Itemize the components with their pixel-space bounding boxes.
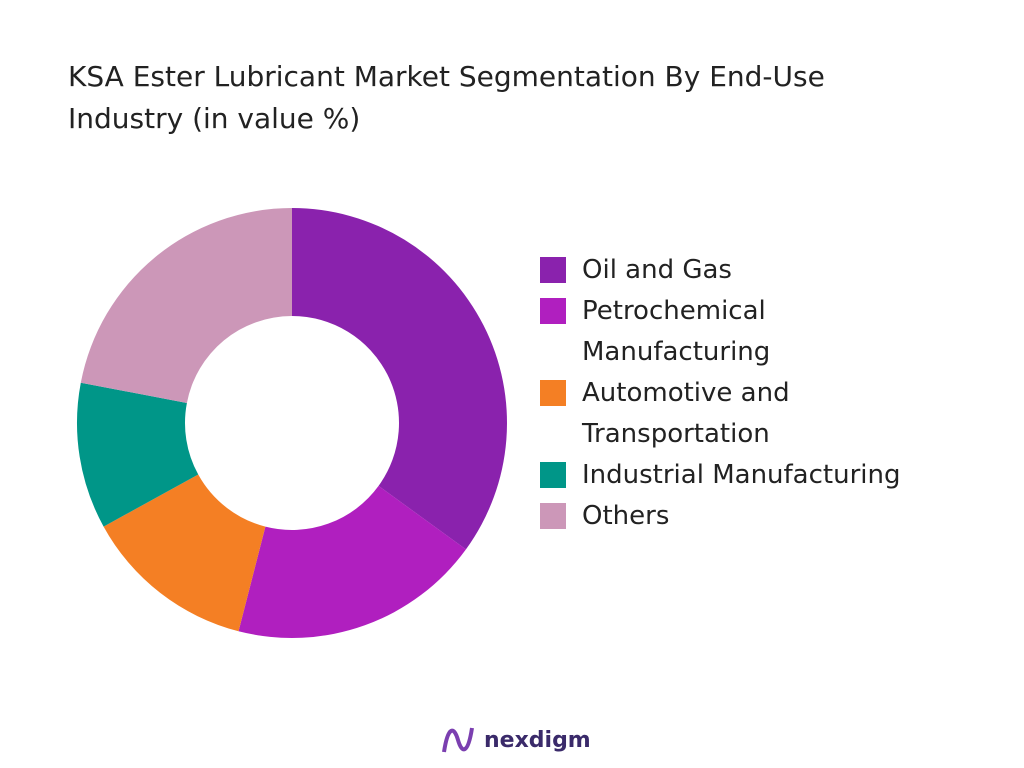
legend-item: Industrial Manufacturing <box>540 455 960 496</box>
brand-logo <box>442 727 474 753</box>
legend-swatch <box>540 503 566 529</box>
donut-slice <box>77 382 199 527</box>
legend-label: Oil and Gas <box>582 255 732 285</box>
legend-swatch <box>540 298 566 324</box>
legend-item: Others <box>540 496 960 537</box>
chart-title: KSA Ester Lubricant Market Segmentation … <box>68 60 825 135</box>
legend-item: Oil and Gas <box>540 250 960 291</box>
donut-slice <box>80 208 292 403</box>
donut-slice <box>238 485 466 638</box>
brand-name: nexdigm <box>484 727 591 753</box>
legend-swatch <box>540 380 566 406</box>
legend-label: Industrial Manufacturing <box>582 460 901 490</box>
donut-slice <box>292 208 507 550</box>
legend-label: Petrochemical Manufacturing <box>582 296 771 367</box>
legend-label: Others <box>582 501 670 531</box>
legend-swatch <box>540 257 566 283</box>
legend-item: Automotive and Transportation <box>540 373 960 455</box>
legend: Oil and Gas Petrochemical Manufacturing Au… <box>540 250 960 537</box>
legend-swatch <box>540 462 566 488</box>
brand: nexdigm <box>440 722 591 758</box>
donut-slice <box>103 474 266 632</box>
legend-label: Automotive and Transportation <box>582 378 790 449</box>
legend-item: Petrochemical Manufacturing <box>540 291 960 373</box>
